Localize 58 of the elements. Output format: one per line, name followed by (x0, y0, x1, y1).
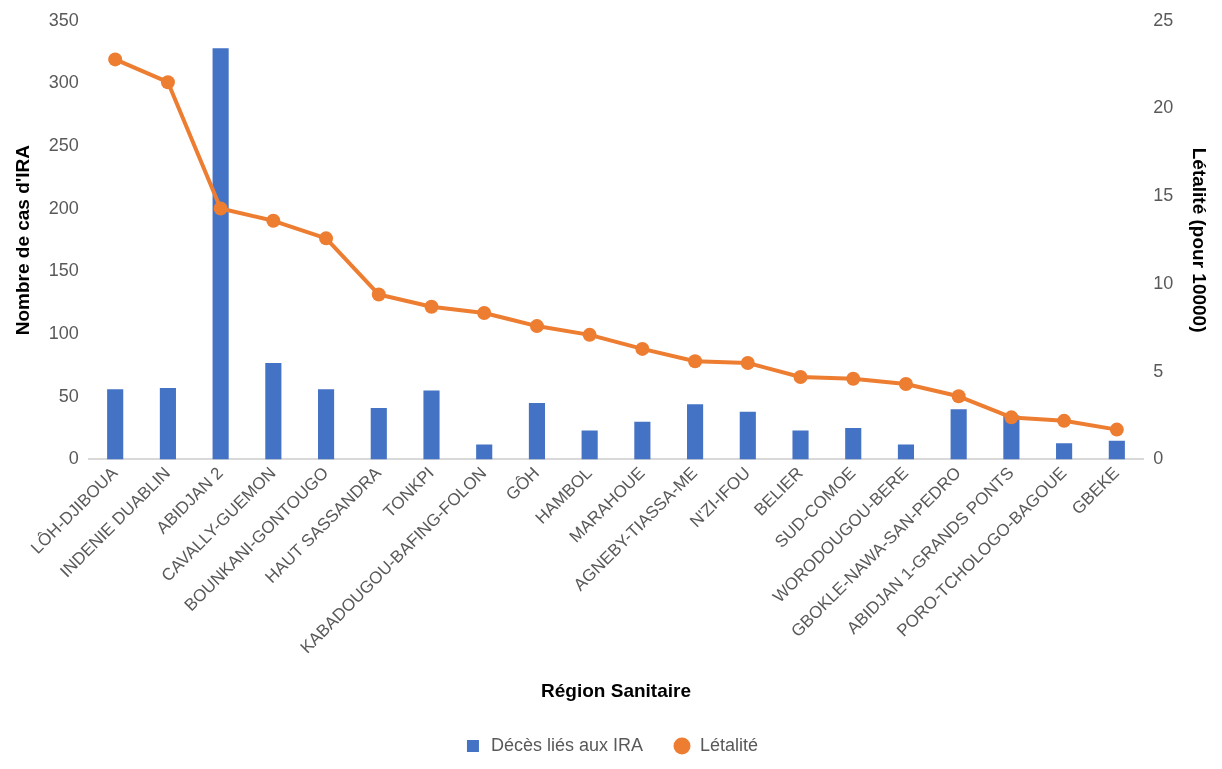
bar (845, 428, 862, 460)
bar (265, 362, 282, 460)
bar (1056, 443, 1073, 460)
bar (476, 444, 493, 460)
bar (212, 48, 229, 460)
legend-label: Létalité (700, 734, 759, 755)
y2-tick-label: 0 (1153, 448, 1164, 469)
bar (317, 389, 335, 460)
y2-axis-title: Létalité (pour 10000) (1189, 147, 1211, 333)
bar (581, 430, 598, 460)
point (213, 201, 228, 216)
legend-label: Décès liés aux IRA (490, 734, 644, 755)
y-tick-label: 300 (48, 72, 79, 93)
y-tick-label: 150 (48, 260, 79, 281)
bar (107, 389, 124, 460)
y2-tick-label: 20 (1153, 97, 1174, 118)
y-tick-label: 0 (68, 448, 79, 469)
point (319, 231, 334, 246)
x-axis-title: Région Sanitaire (541, 679, 691, 701)
point (635, 341, 650, 356)
y-tick-label: 250 (48, 135, 79, 156)
point (1109, 422, 1124, 437)
bar (370, 408, 387, 460)
bar (950, 409, 967, 460)
bar (159, 388, 176, 460)
point (477, 305, 492, 320)
bar (739, 411, 756, 460)
bar (1108, 440, 1125, 460)
bar (528, 403, 545, 460)
y-tick-label: 50 (58, 385, 79, 406)
point (108, 52, 123, 67)
y2-tick-label: 15 (1153, 185, 1174, 206)
point (582, 327, 597, 342)
y2-tick-label: 5 (1153, 360, 1164, 381)
point (371, 287, 386, 302)
y-tick-label: 100 (48, 323, 79, 344)
point (1057, 413, 1072, 428)
point (740, 355, 755, 370)
point (266, 213, 281, 228)
point (424, 299, 439, 314)
y2-tick-label: 10 (1153, 272, 1174, 293)
bar (792, 430, 809, 460)
y-tick-label: 350 (48, 9, 79, 30)
bar (634, 421, 651, 460)
point (1004, 410, 1019, 425)
bar (897, 444, 915, 460)
point (898, 377, 913, 391)
point (793, 369, 808, 384)
y-tick-label: 200 (48, 197, 79, 218)
point (951, 389, 966, 404)
y2-tick-label: 25 (1153, 9, 1174, 30)
point (160, 75, 175, 90)
bar (687, 404, 704, 460)
bar (423, 390, 440, 460)
y-axis-title: Nombre de cas d'IRA (11, 144, 33, 336)
point (846, 371, 861, 386)
point (529, 319, 544, 334)
point (688, 354, 703, 369)
